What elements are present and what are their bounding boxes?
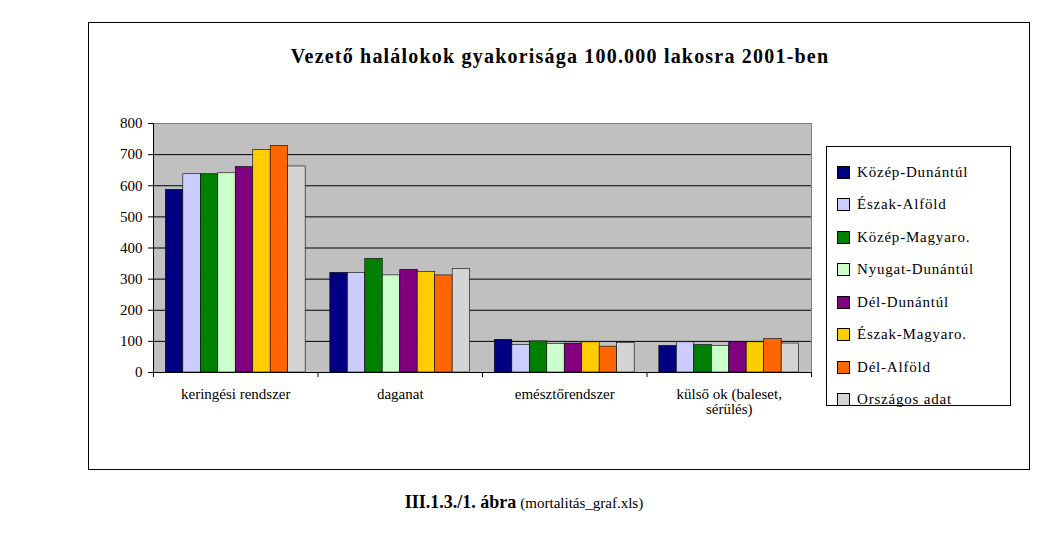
- html-text:Közép-Dunántúl: Közép-Dunántúl: [857, 163, 969, 180]
- html-text:Nyugat-Dunántúl: Nyugat-Dunántúl: [857, 261, 974, 278]
- svg-text:800: 800: [120, 115, 143, 131]
- svg-text:300: 300: [120, 271, 143, 287]
- html-text:Dél-Alföld: Dél-Alföld: [857, 358, 931, 375]
- svg-text:200: 200: [120, 302, 143, 318]
- svg-text:emésztőrendszer: emésztőrendszer: [515, 386, 615, 402]
- svg-text:700: 700: [120, 146, 143, 162]
- svg-text:400: 400: [120, 240, 143, 256]
- svg-text:külső ok (baleset,sérülés): külső ok (baleset,sérülés): [677, 386, 782, 418]
- svg-text:100: 100: [120, 333, 143, 349]
- svg-text:daganat: daganat: [377, 386, 424, 402]
- html-text:Vezető halálokok gyakorisága 1: Vezető halálokok gyakorisága 100.000 lak…: [290, 45, 830, 67]
- svg-text:keringési rendszer: keringési rendszer: [181, 386, 291, 402]
- html-text:Közép-Magyaro.: Közép-Magyaro.: [857, 228, 971, 245]
- svg-text:0: 0: [135, 364, 143, 380]
- html-text:Észak-Magyaro.: Észak-Magyaro.: [857, 326, 967, 343]
- html-text:Országos adat: Országos adat: [857, 391, 952, 408]
- svg-text:500: 500: [120, 209, 143, 225]
- svg-text:600: 600: [120, 178, 143, 194]
- html-text:III.1.3./1. ábra (mortalitás_g: III.1.3./1. ábra (mortalitás_graf.xls): [404, 492, 644, 512]
- html-text:Dél-Dunántúl: Dél-Dunántúl: [857, 293, 950, 310]
- html-text:Észak-Alföld: Észak-Alföld: [857, 196, 947, 213]
